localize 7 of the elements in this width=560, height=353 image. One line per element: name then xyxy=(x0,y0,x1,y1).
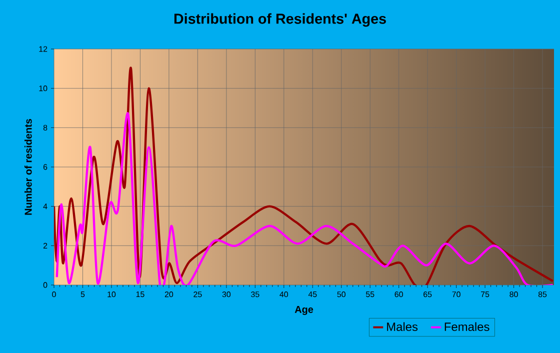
line-series xyxy=(56,112,554,285)
x-axis-title: Age xyxy=(294,306,314,315)
chart-title: Distribution of Residents' Ages xyxy=(174,13,386,27)
y-axis-title: Number of residents xyxy=(24,118,32,215)
legend-label: Females xyxy=(444,322,490,331)
line-series xyxy=(54,68,554,285)
legend-label: Males xyxy=(387,322,418,331)
